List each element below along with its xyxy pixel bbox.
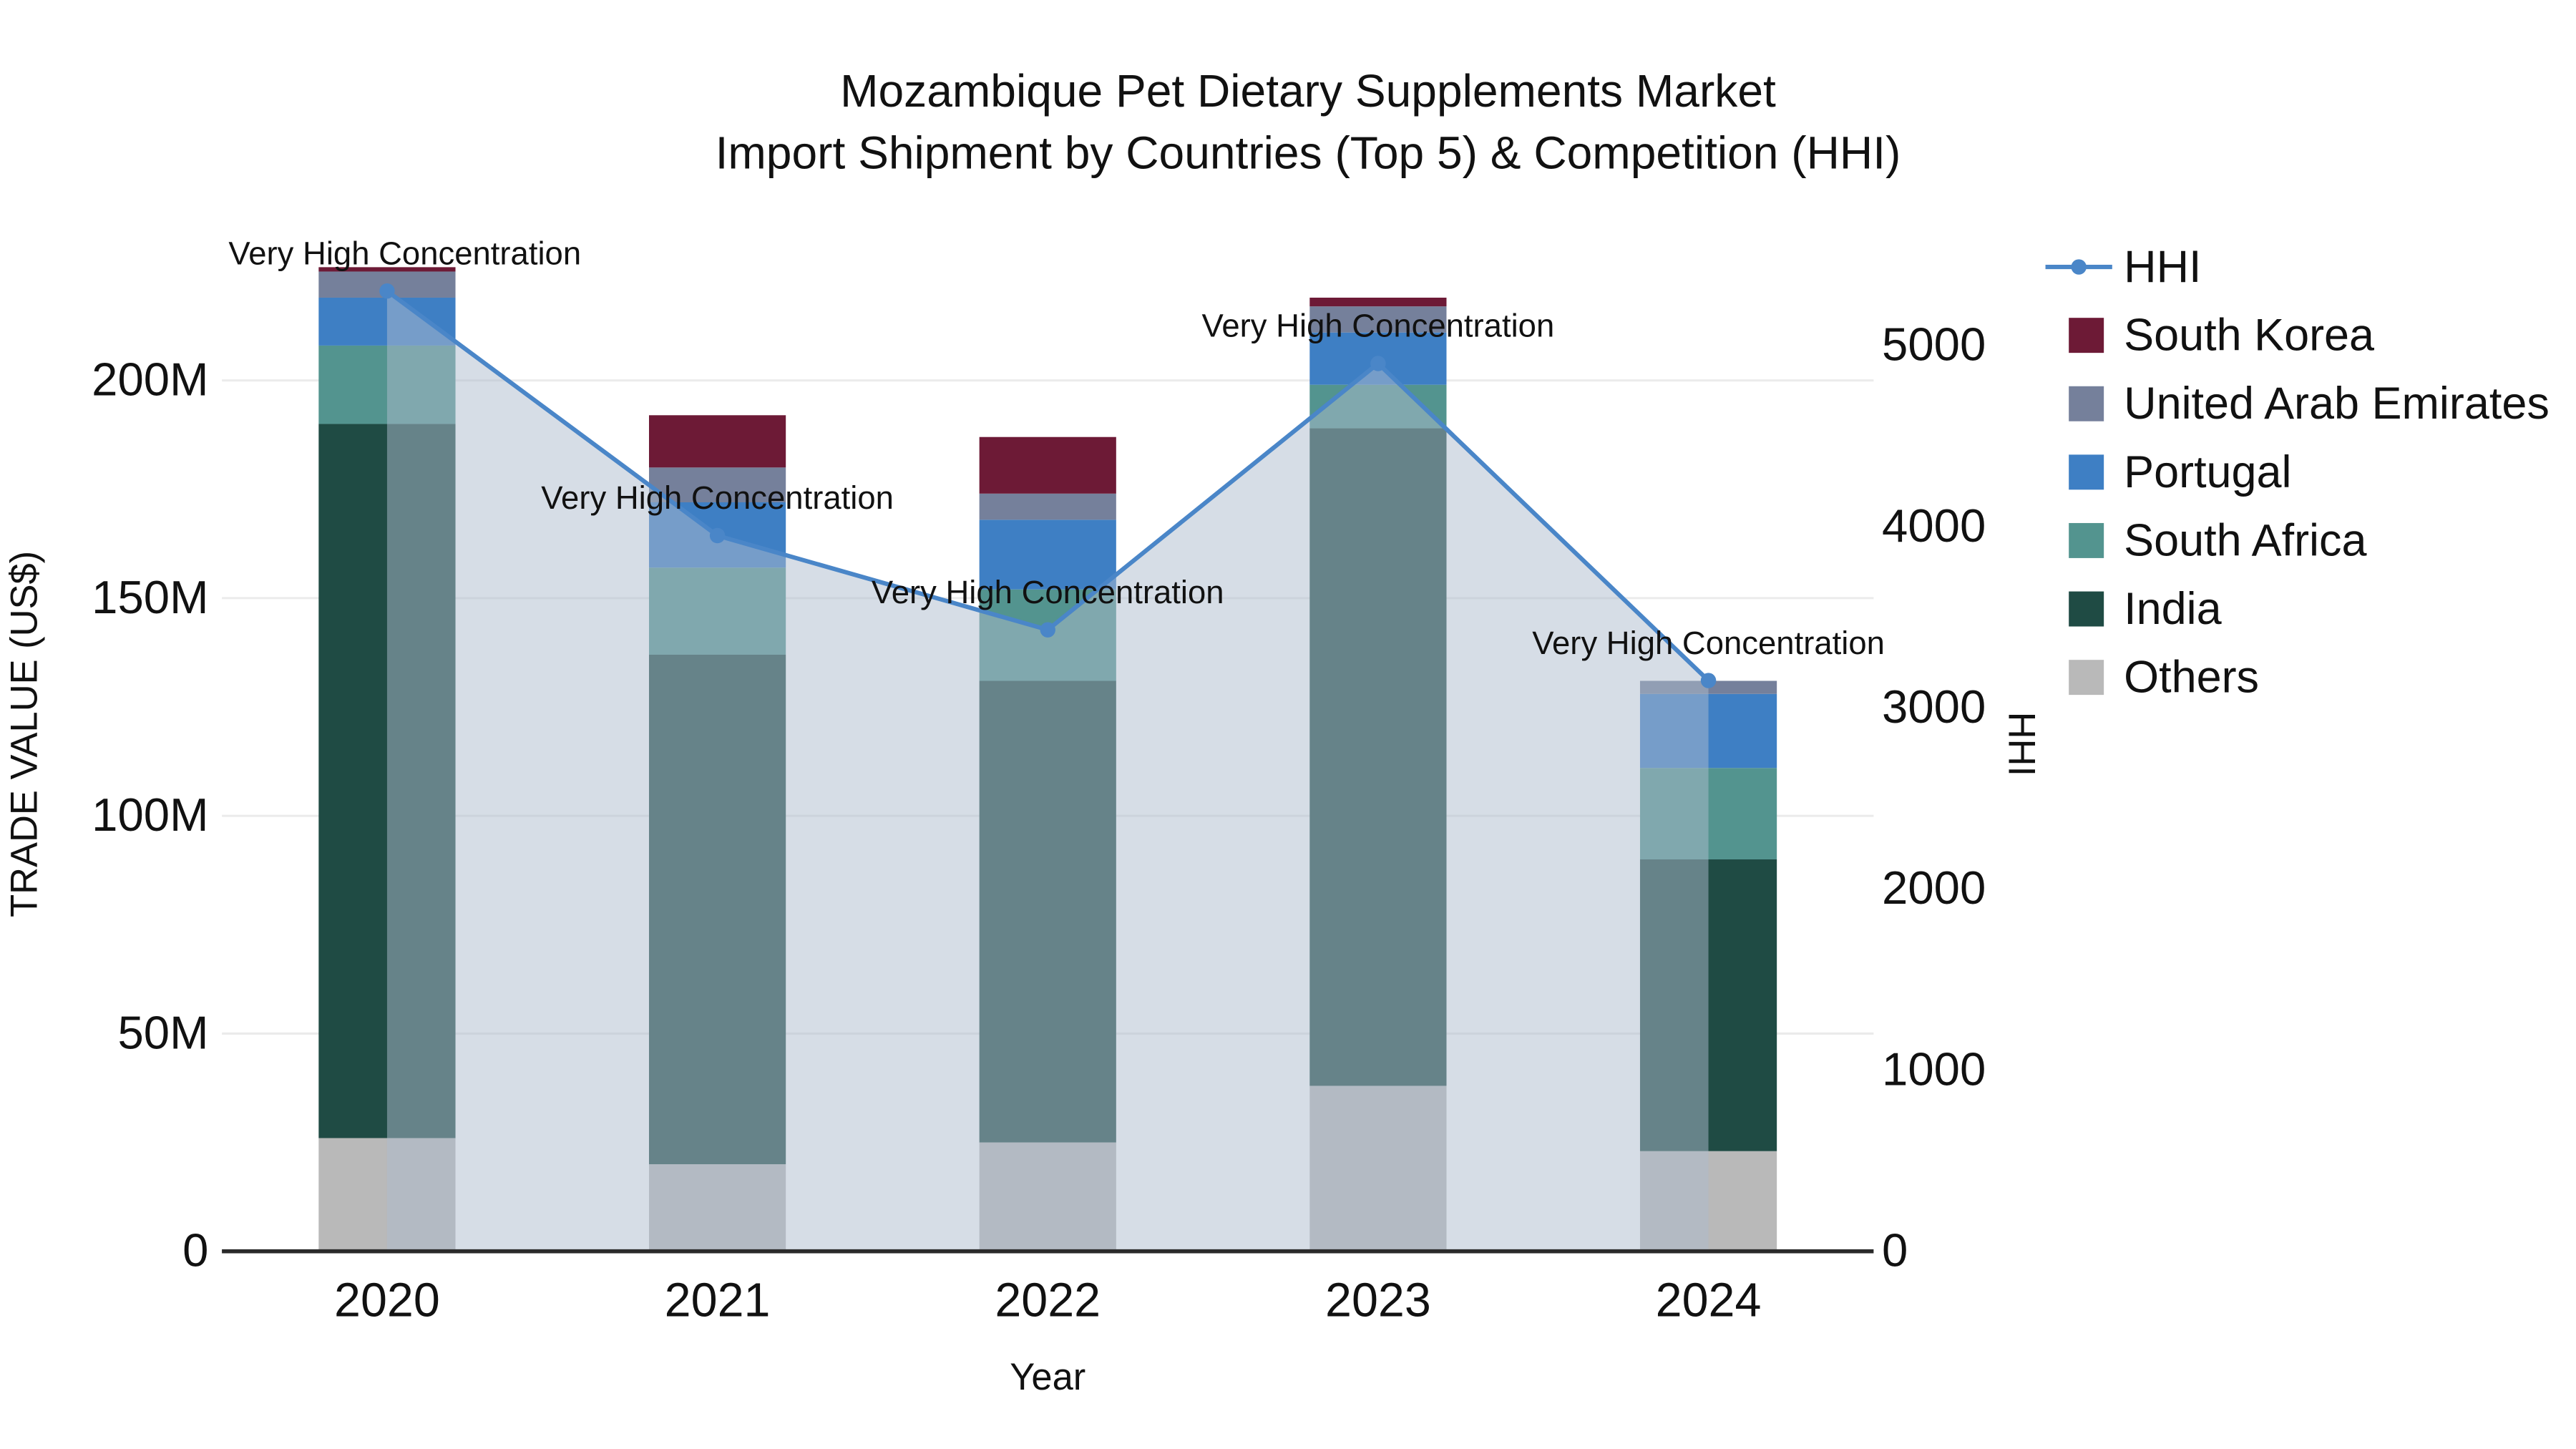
legend-swatch-icon <box>2069 386 2104 421</box>
legend-item-others[interactable]: Others <box>2069 653 2259 703</box>
hhi-marker-2023 <box>1370 356 1386 371</box>
legend: HHI South Korea United Arab Emirates Portug… <box>2045 242 2550 703</box>
right-tick-label: 4000 <box>1882 499 1986 552</box>
annotation-2024: Very High Concentration <box>1532 625 1885 661</box>
hhi-area-fill <box>386 291 1709 1252</box>
chart-title-line2: Import Shipment by Countries (Top 5) & C… <box>716 127 1901 178</box>
x-tick-label-2021: 2021 <box>665 1274 771 1327</box>
annotations: Very High Concentration Very High Concent… <box>228 235 1884 660</box>
bar-segment-south-korea-2021 <box>648 415 786 468</box>
x-tick-label-2023: 2023 <box>1325 1274 1431 1327</box>
bar-segment-south-korea-2020 <box>318 267 456 272</box>
legend-item-united-arab-emirates[interactable]: United Arab Emirates <box>2069 379 2550 429</box>
left-tick-label: 50M <box>117 1006 208 1058</box>
left-tick-label: 0 <box>182 1224 208 1277</box>
legend-item-south-africa[interactable]: South Africa <box>2069 515 2367 565</box>
legend-item-south-korea[interactable]: South Korea <box>2069 311 2374 361</box>
legend-item-label: HHI <box>2124 242 2201 292</box>
right-tick-label: 2000 <box>1882 862 1986 914</box>
x-tick-label-2024: 2024 <box>1656 1274 1762 1327</box>
legend-item-portugal[interactable]: Portugal <box>2069 447 2292 497</box>
annotation-2023: Very High Concentration <box>1202 308 1555 344</box>
right-tick-label: 0 <box>1882 1224 1908 1277</box>
y-axis-right-title: HHI <box>2000 712 2041 776</box>
bar-segment-united-arab-emirates-2021 <box>648 467 786 503</box>
hhi-marker-2024 <box>1700 673 1717 688</box>
legend-item-label: South Korea <box>2124 311 2374 361</box>
legend-swatch-icon <box>2069 591 2104 627</box>
bar-segment-south-korea-2022 <box>979 436 1116 494</box>
annotation-2022: Very High Concentration <box>872 574 1224 610</box>
legend-item-hhi[interactable]: HHI <box>2045 242 2202 292</box>
left-tick-label: 150M <box>92 571 208 623</box>
hhi-marker-2021 <box>709 527 726 544</box>
legend-item-label: United Arab Emirates <box>2124 379 2550 429</box>
y-axis-left-title: TRADE VALUE (US$) <box>4 551 45 917</box>
chart-title-line1: Mozambique Pet Dietary Supplements Marke… <box>840 65 1776 117</box>
legend-swatch-icon <box>2069 522 2104 558</box>
right-tick-label: 1000 <box>1882 1043 1986 1095</box>
x-axis-title: Year <box>1010 1357 1085 1398</box>
bar-segment-south-korea-2023 <box>1309 297 1447 307</box>
legend-item-india[interactable]: India <box>2069 584 2222 634</box>
legend-item-label: South Africa <box>2124 515 2366 565</box>
legend-swatch-icon <box>2069 660 2104 696</box>
annotation-2021: Very High Concentration <box>541 479 894 516</box>
right-tick-label: 5000 <box>1882 318 1986 371</box>
bar-segment-united-arab-emirates-2023 <box>1309 306 1447 333</box>
hhi-marker-2022 <box>1040 622 1055 638</box>
axis-labels: 0 50M 100M 150M 200M 0 1000 2000 3000 4000 5000 202… <box>4 318 2041 1399</box>
x-tick-label-2020: 2020 <box>334 1274 440 1327</box>
left-tick-label: 200M <box>92 353 208 406</box>
legend-hhi-marker-icon <box>2071 259 2087 275</box>
legend-swatch-icon <box>2069 318 2104 353</box>
annotation-2020: Very High Concentration <box>228 235 581 271</box>
bar-segment-portugal-2022 <box>979 519 1116 590</box>
legend-item-label: Others <box>2124 653 2259 703</box>
legend-item-label: India <box>2124 584 2221 634</box>
right-tick-label: 3000 <box>1882 680 1986 733</box>
left-tick-label: 100M <box>92 789 208 841</box>
x-tick-label-2022: 2022 <box>995 1274 1101 1327</box>
bar-segment-united-arab-emirates-2022 <box>979 493 1116 520</box>
legend-swatch-icon <box>2069 454 2104 490</box>
hhi-marker-2020 <box>379 283 395 299</box>
legend-item-label: Portugal <box>2124 447 2291 497</box>
